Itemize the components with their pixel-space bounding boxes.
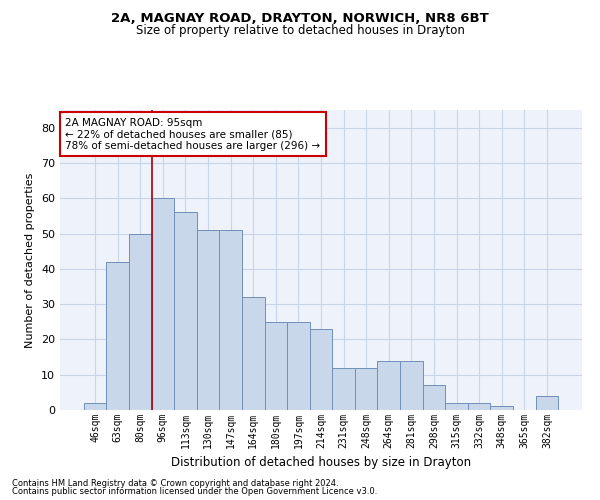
Bar	[310, 329, 332, 410]
Text: Contains public sector information licensed under the Open Government Licence v3: Contains public sector information licen…	[12, 487, 377, 496]
Bar	[355, 368, 377, 410]
Bar	[265, 322, 287, 410]
Bar	[220, 230, 242, 410]
Bar	[445, 403, 468, 410]
Bar	[422, 386, 445, 410]
Bar	[287, 322, 310, 410]
Bar	[152, 198, 174, 410]
Bar	[84, 403, 106, 410]
Bar	[332, 368, 355, 410]
Bar	[377, 360, 400, 410]
Bar	[174, 212, 197, 410]
Bar	[106, 262, 129, 410]
Bar	[400, 360, 422, 410]
Y-axis label: Number of detached properties: Number of detached properties	[25, 172, 35, 348]
Text: 2A, MAGNAY ROAD, DRAYTON, NORWICH, NR8 6BT: 2A, MAGNAY ROAD, DRAYTON, NORWICH, NR8 6…	[111, 12, 489, 26]
Bar	[129, 234, 152, 410]
Text: 2A MAGNAY ROAD: 95sqm
← 22% of detached houses are smaller (85)
78% of semi-deta: 2A MAGNAY ROAD: 95sqm ← 22% of detached …	[65, 118, 320, 150]
Bar	[536, 396, 558, 410]
Bar	[242, 297, 265, 410]
X-axis label: Distribution of detached houses by size in Drayton: Distribution of detached houses by size …	[171, 456, 471, 469]
Text: Size of property relative to detached houses in Drayton: Size of property relative to detached ho…	[136, 24, 464, 37]
Bar	[468, 403, 490, 410]
Text: Contains HM Land Registry data © Crown copyright and database right 2024.: Contains HM Land Registry data © Crown c…	[12, 478, 338, 488]
Bar	[490, 406, 513, 410]
Bar	[197, 230, 220, 410]
